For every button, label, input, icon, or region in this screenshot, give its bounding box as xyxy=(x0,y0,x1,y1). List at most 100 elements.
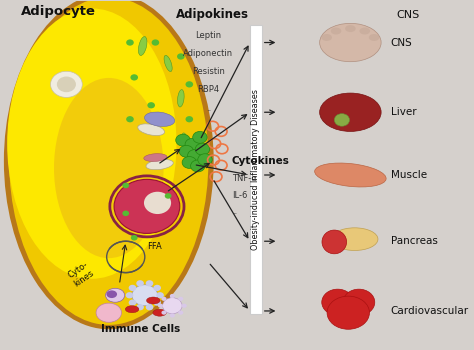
Ellipse shape xyxy=(7,8,176,279)
Circle shape xyxy=(195,143,210,155)
Text: Liver: Liver xyxy=(391,107,416,117)
Circle shape xyxy=(162,297,166,301)
Circle shape xyxy=(128,285,137,291)
Circle shape xyxy=(126,116,134,122)
Circle shape xyxy=(122,183,129,188)
Circle shape xyxy=(334,114,349,126)
Text: Adiponectin: Adiponectin xyxy=(183,49,234,58)
Text: Immune Cells: Immune Cells xyxy=(101,324,180,334)
Circle shape xyxy=(178,297,183,301)
Circle shape xyxy=(177,53,185,60)
Ellipse shape xyxy=(319,93,381,131)
Ellipse shape xyxy=(54,78,164,258)
Ellipse shape xyxy=(9,0,209,325)
Circle shape xyxy=(185,138,200,150)
Ellipse shape xyxy=(125,306,139,313)
Circle shape xyxy=(152,40,159,46)
Bar xyxy=(250,25,262,314)
Circle shape xyxy=(144,192,171,214)
Text: Adipokines: Adipokines xyxy=(176,8,249,21)
Circle shape xyxy=(163,298,182,314)
Circle shape xyxy=(191,160,205,172)
Ellipse shape xyxy=(57,77,76,92)
Ellipse shape xyxy=(359,28,370,35)
Circle shape xyxy=(185,81,193,88)
Circle shape xyxy=(185,116,193,122)
Ellipse shape xyxy=(164,55,172,71)
Text: Cyto-
kines: Cyto- kines xyxy=(66,260,96,289)
Text: FFA: FFA xyxy=(147,242,162,251)
Ellipse shape xyxy=(322,289,354,315)
Text: TNF-α: TNF-α xyxy=(232,174,256,183)
Circle shape xyxy=(165,193,172,199)
Circle shape xyxy=(126,292,133,299)
Ellipse shape xyxy=(331,228,378,251)
Circle shape xyxy=(170,294,175,298)
Ellipse shape xyxy=(153,309,166,316)
Circle shape xyxy=(182,304,187,308)
Ellipse shape xyxy=(343,289,375,315)
Ellipse shape xyxy=(331,28,341,35)
Circle shape xyxy=(178,310,183,315)
Circle shape xyxy=(137,304,144,310)
Text: Pancreas: Pancreas xyxy=(391,236,438,246)
Text: CNS: CNS xyxy=(391,37,412,48)
Text: CNS: CNS xyxy=(396,10,419,20)
Ellipse shape xyxy=(182,133,188,147)
Text: Adipocyte: Adipocyte xyxy=(20,5,95,18)
Ellipse shape xyxy=(145,112,175,126)
Text: IL-6: IL-6 xyxy=(232,191,247,200)
Ellipse shape xyxy=(146,297,160,304)
Ellipse shape xyxy=(107,290,117,298)
Text: Cardiovascular: Cardiovascular xyxy=(391,306,469,316)
Ellipse shape xyxy=(369,34,379,41)
Circle shape xyxy=(181,151,189,157)
Circle shape xyxy=(158,304,163,308)
Ellipse shape xyxy=(345,25,356,32)
Circle shape xyxy=(162,310,166,315)
Text: Cytokines: Cytokines xyxy=(232,156,290,166)
Ellipse shape xyxy=(178,90,184,107)
Circle shape xyxy=(188,149,202,161)
Circle shape xyxy=(176,134,190,146)
Ellipse shape xyxy=(138,36,147,55)
Text: ..: .. xyxy=(232,208,237,216)
Ellipse shape xyxy=(321,34,332,41)
Circle shape xyxy=(146,304,154,310)
Circle shape xyxy=(132,285,157,306)
Circle shape xyxy=(128,300,137,306)
Circle shape xyxy=(179,145,193,157)
Text: Obesity-induced Inflammatory Diseases: Obesity-induced Inflammatory Diseases xyxy=(251,89,260,250)
Circle shape xyxy=(122,211,129,216)
Ellipse shape xyxy=(146,159,173,170)
Ellipse shape xyxy=(144,154,167,161)
Circle shape xyxy=(170,313,175,317)
Circle shape xyxy=(126,40,134,46)
Circle shape xyxy=(182,156,197,168)
Ellipse shape xyxy=(4,0,214,329)
Ellipse shape xyxy=(96,303,121,322)
Circle shape xyxy=(137,280,144,286)
Circle shape xyxy=(156,292,164,299)
Circle shape xyxy=(154,285,161,291)
Circle shape xyxy=(154,300,161,306)
Ellipse shape xyxy=(51,71,82,97)
Text: ..: .. xyxy=(206,104,211,113)
Ellipse shape xyxy=(327,296,369,329)
Circle shape xyxy=(130,74,138,81)
Circle shape xyxy=(198,154,212,166)
Circle shape xyxy=(146,280,154,286)
Ellipse shape xyxy=(106,288,125,302)
Ellipse shape xyxy=(315,163,386,187)
Circle shape xyxy=(131,235,137,240)
Ellipse shape xyxy=(138,124,164,135)
Circle shape xyxy=(147,102,155,108)
Circle shape xyxy=(193,131,207,143)
Text: Resistin: Resistin xyxy=(192,67,225,76)
Text: RBP4: RBP4 xyxy=(197,85,219,94)
Ellipse shape xyxy=(319,23,381,62)
Text: Leptin: Leptin xyxy=(195,31,221,40)
Ellipse shape xyxy=(114,179,180,233)
Ellipse shape xyxy=(322,230,346,254)
Text: Muscle: Muscle xyxy=(391,170,427,180)
